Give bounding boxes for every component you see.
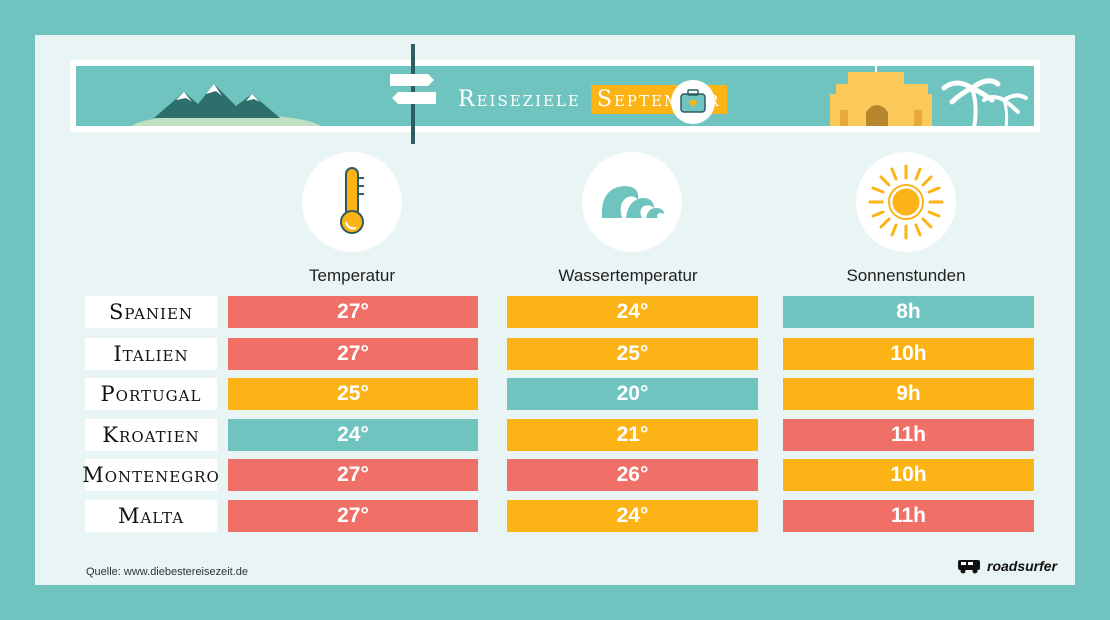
- table-cell-temp: 27°: [228, 459, 478, 491]
- table-cell-temp: 27°: [228, 500, 478, 532]
- table-cell-temp: 24°: [228, 419, 478, 451]
- table-cell-temp: 25°: [228, 378, 478, 410]
- column-header-temperatur: Temperatur: [309, 266, 395, 285]
- brand-logo-text: roadsurfer: [987, 558, 1058, 574]
- row-label: Italien: [85, 338, 217, 370]
- source-text: Quelle: www.diebestereisezeit.de: [86, 566, 249, 578]
- column-header-wassertemperatur: Wassertemperatur: [558, 266, 698, 285]
- row-label: Kroatien: [85, 419, 217, 451]
- brand-logo: roadsurfer: [957, 558, 1057, 574]
- campervan-icon: [958, 560, 980, 574]
- wave-icon: [582, 152, 682, 252]
- table-cell-sun: 9h: [783, 378, 1034, 410]
- table-cell-temp: 27°: [228, 338, 478, 370]
- table-cell-water: 20°: [507, 378, 758, 410]
- row-label: Montenegro: [82, 459, 219, 491]
- table-cell-sun: 11h: [783, 419, 1034, 451]
- table-cell-sun: 8h: [783, 296, 1034, 328]
- table-cell-temp: 27°: [228, 296, 478, 328]
- suitcase-icon: [671, 80, 715, 124]
- mountains-icon: [132, 66, 1028, 126]
- thermometer-icon: [302, 152, 402, 252]
- row-label: Malta: [85, 500, 217, 532]
- table-cell-sun: 10h: [783, 338, 1034, 370]
- table-cell-water: 21°: [507, 419, 758, 451]
- banner-title-part1: Reiseziele: [458, 86, 581, 112]
- table-cell-sun: 10h: [783, 459, 1034, 491]
- table-cell-sun: 11h: [783, 500, 1034, 532]
- row-label: Spanien: [85, 296, 217, 328]
- sun-icon: [856, 152, 956, 252]
- signpost-icon: [390, 44, 436, 144]
- table-cell-water: 24°: [507, 500, 758, 532]
- table-cell-water: 26°: [507, 459, 758, 491]
- table-cell-water: 25°: [507, 338, 758, 370]
- table-cell-water: 24°: [507, 296, 758, 328]
- row-label: Portugal: [85, 378, 217, 410]
- column-header-sonnenstunden: Sonnenstunden: [846, 266, 966, 285]
- header-banner-inner: [76, 66, 1034, 126]
